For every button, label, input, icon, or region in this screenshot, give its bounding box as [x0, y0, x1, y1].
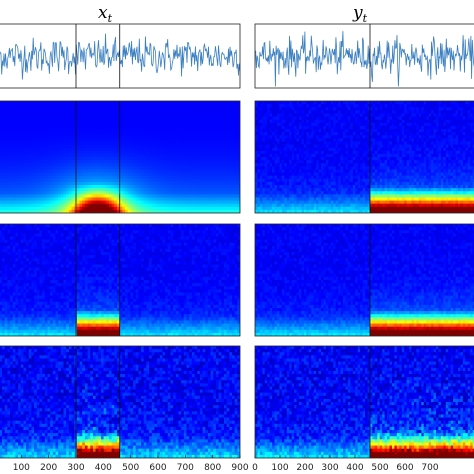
title-right: yt [352, 3, 368, 25]
x-tick-label-left: 100 [13, 463, 30, 473]
x-tick-label-right: 500 [371, 463, 388, 473]
panel-left-1 [0, 100, 241, 214]
x-tick-label-right: 0 [252, 463, 258, 473]
panel-right-0 [254, 23, 474, 89]
title-left: xt [98, 3, 113, 25]
x-tick-label-right: 300 [321, 463, 338, 473]
panel-left-2 [0, 223, 241, 337]
x-tick-label-left: 600 [149, 463, 166, 473]
series-line-left [0, 33, 240, 80]
x-tick-label-left: 900 [231, 463, 248, 473]
x-tick-label-right: 200 [296, 463, 313, 473]
panel-right-1 [254, 100, 474, 214]
x-tick-label-left: 700 [177, 463, 194, 473]
x-tick-label-left: 200 [40, 463, 57, 473]
panel-right-3 [254, 345, 474, 459]
x-tick-label-left: 500 [122, 463, 139, 473]
panel-right-2 [254, 223, 474, 337]
x-tick-label-left: 400 [95, 463, 112, 473]
x-tick-label-right: 600 [396, 463, 413, 473]
x-tick-label-right: 100 [271, 463, 288, 473]
x-tick-label-right: 700 [421, 463, 438, 473]
panels [0, 23, 474, 459]
panel-left-0 [0, 23, 241, 89]
tick-labels: 100 200 300 400 500 600 700 800 900 0 100 200 300 400… [13, 463, 439, 473]
x-tick-label-left: 300 [67, 463, 84, 473]
x-tick-label-left: 800 [204, 463, 221, 473]
panel-left-3 [0, 345, 241, 459]
x-tick-label-right: 400 [346, 463, 363, 473]
series-line-right [255, 31, 474, 87]
